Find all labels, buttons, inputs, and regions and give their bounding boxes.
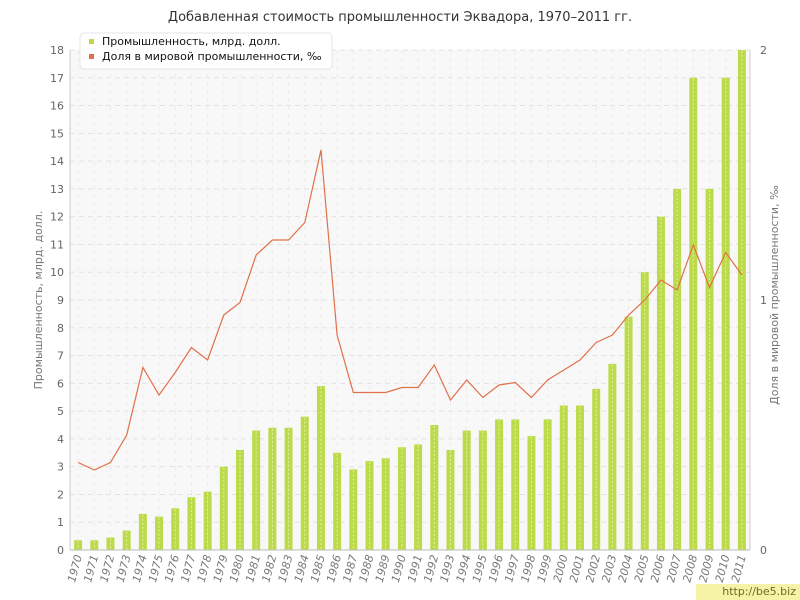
bars <box>74 50 746 551</box>
bar-1971 <box>90 540 99 550</box>
share-polyline <box>77 149 743 471</box>
bar-2004 <box>624 316 633 550</box>
y-tick-label: 4 <box>57 433 64 446</box>
watermark: http://be5.biz <box>696 584 800 600</box>
bar-2010 <box>721 77 730 551</box>
y-tick-label: 7 <box>57 350 64 363</box>
grid <box>70 49 750 550</box>
chart-title: Добавленная стоимость промышленности Экв… <box>167 10 633 25</box>
y-tick-label: 16 <box>50 100 64 113</box>
y-tick-label: 11 <box>50 238 64 251</box>
bar-1987 <box>349 469 358 550</box>
bar-1990 <box>397 447 406 550</box>
bar-1988 <box>365 461 374 550</box>
legend-swatch <box>89 54 94 59</box>
bar-2007 <box>673 188 682 550</box>
y-tick-label: 15 <box>50 127 64 140</box>
y-tick-label: 3 <box>57 461 64 474</box>
y-tick-label: 8 <box>57 322 64 335</box>
bar-1986 <box>333 452 342 550</box>
legend-swatch <box>89 39 94 44</box>
legend-box <box>79 32 333 70</box>
legend-label: Доля в мировой промышленности, ‰ <box>102 50 322 63</box>
y-tick-label: 14 <box>50 155 64 168</box>
bar-1998 <box>527 436 536 550</box>
y2-tick-label: 1 <box>760 294 767 307</box>
y-tick-label: 6 <box>57 377 64 390</box>
bar-1994 <box>462 430 471 550</box>
y-tick-label: 0 <box>57 544 64 557</box>
bar-1975 <box>155 516 164 550</box>
bar-2009 <box>705 188 714 550</box>
bar-1981 <box>252 430 261 550</box>
y-tick-label: 2 <box>57 488 64 501</box>
bar-1970 <box>74 540 83 550</box>
y2-axis-title: Доля в мировой промышленности, ‰ <box>768 185 781 405</box>
y-tick-label: 5 <box>57 405 64 418</box>
y-tick-label: 13 <box>50 183 64 196</box>
y-tick-label: 18 <box>50 44 64 57</box>
legend-label: Промышленность, млрд. долл. <box>102 35 281 48</box>
bar-1995 <box>478 430 487 550</box>
y-tick-label: 17 <box>50 72 64 85</box>
y-tick-label: 1 <box>57 516 64 529</box>
bar-2008 <box>689 77 698 551</box>
y2-tick-label: 0 <box>760 544 767 557</box>
bar-2001 <box>576 405 584 550</box>
bar-1991 <box>414 444 423 550</box>
share-line <box>77 149 743 471</box>
bar-2002 <box>592 388 601 550</box>
y-axis-title: Промышленность, млрд. долл. <box>32 211 45 390</box>
plot-background <box>70 50 750 550</box>
y-tick-label: 10 <box>50 266 64 279</box>
bar-2000 <box>559 405 568 550</box>
bar-1976 <box>171 508 180 550</box>
y2-tick-label: 2 <box>760 44 767 57</box>
y-tick-label: 12 <box>50 211 64 224</box>
y-tick-label: 9 <box>57 294 64 307</box>
legend: Промышленность, млрд. долл. Доля в мирово… <box>79 32 333 70</box>
